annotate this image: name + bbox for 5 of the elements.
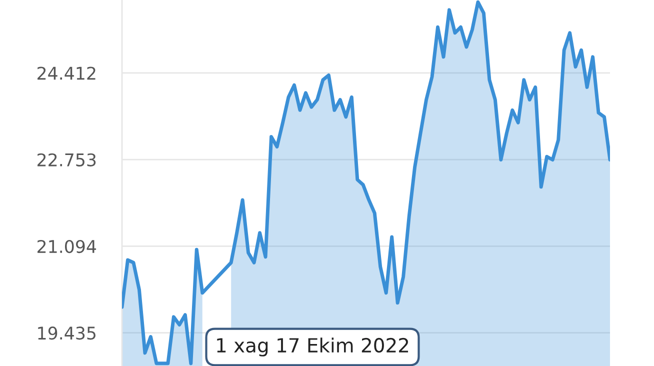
y-tick-label: 22.753 <box>38 153 96 166</box>
y-tick-label: 24.412 <box>38 66 96 80</box>
y-tick-label: 19.435 <box>38 326 96 340</box>
y-tick-label: 21.094 <box>38 240 96 254</box>
annotation: 1 xag 17 Ekim 2022 <box>217 338 408 356</box>
